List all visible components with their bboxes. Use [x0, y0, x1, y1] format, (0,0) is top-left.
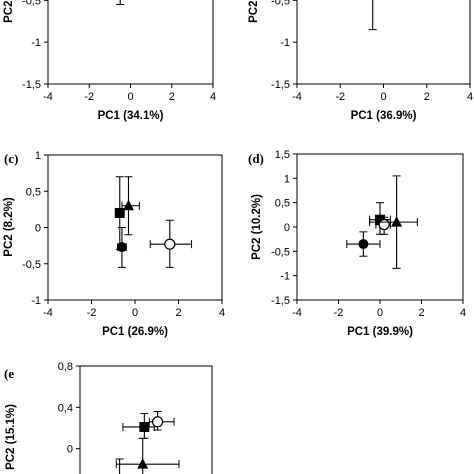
x-tick-label: 2 [175, 307, 181, 319]
x-tick-label: -4 [43, 307, 53, 319]
x-tick-label: -4 [292, 91, 302, 103]
plot-frame [47, 0, 214, 85]
y-axis-label: PC2 (8 [3, 0, 15, 23]
panel-label: (d) [248, 151, 264, 166]
y-tick-label: 0,5 [26, 186, 41, 198]
square-marker [139, 421, 150, 432]
square-marker [375, 214, 385, 225]
x-tick-label: 4 [467, 91, 473, 103]
x-tick-label: 2 [424, 91, 430, 103]
y-tick-label: -0,5 [22, 259, 41, 271]
data-point-circle [346, 231, 381, 257]
data-point-square [114, 176, 125, 250]
square-marker [114, 208, 125, 218]
triangle-marker [391, 216, 403, 227]
x-tick-label: -2 [334, 307, 344, 319]
panel-3: 1 0,5 0 -0,5 -1-4 -2 0 2 4 PC1 (26.9%) PC2 (8.2%) (… [3, 150, 225, 338]
y-tick-label: -1 [31, 295, 41, 307]
circle-marker [116, 242, 127, 253]
x-tick-label: -2 [87, 307, 97, 319]
open-circle-marker [378, 218, 390, 231]
x-tick-label: 0 [132, 307, 138, 319]
x-tick-label: 2 [169, 91, 175, 103]
x-tick-label: 4 [460, 307, 466, 319]
y-tick-label: 0 [35, 223, 41, 235]
x-tick-label: 0 [380, 91, 386, 103]
data-point-triangle [121, 176, 140, 236]
y-tick-label: -1 [280, 37, 290, 49]
data-point-triangle [368, 0, 377, 31]
x-tick-label: -2 [335, 91, 345, 103]
triangle-marker [137, 458, 149, 469]
plot-frame [296, 0, 471, 85]
y-tick-label: 0,5 [275, 198, 290, 210]
y-tick-label: -0,5 [271, 0, 290, 7]
data-point-open [149, 219, 193, 268]
x-tick-label: 4 [210, 91, 216, 103]
data-point-square [122, 413, 155, 439]
x-tick-label: -4 [292, 307, 302, 319]
panel-label: (c) [4, 151, 18, 166]
y-tick-label: -0,5 [271, 246, 290, 258]
x-axis-label: PC1 (39.9%) [347, 326, 413, 338]
y-axis-label: PC2 (8.2%) [3, 197, 15, 257]
x-tick-label: 2 [418, 307, 424, 319]
data-point-triangle [369, 175, 418, 269]
triangle-marker [122, 199, 134, 211]
panel-4: 1,5 1 0,5 0 -0,5 -1 -1,5-4 -2 0 2 4 PC1 (39.9%) PC2 … [248, 149, 466, 338]
data-point-triangle [115, 437, 180, 474]
y-tick-label: -1,5 [271, 295, 290, 307]
open-circle-marker [164, 238, 176, 250]
x-tick-label: 0 [127, 91, 133, 103]
panel-label: (e [4, 366, 14, 381]
data-point-circle [116, 227, 127, 268]
y-tick-label: -1 [31, 37, 41, 49]
y-tick-label: 0 [67, 444, 73, 456]
data-point-square [116, 0, 125, 5]
circle-marker [358, 239, 369, 250]
data-point-open [148, 410, 175, 431]
panel-5: 0,80,40-0.4PC2 (15.1%)(e [4, 361, 213, 474]
x-tick-label: -4 [43, 91, 53, 103]
y-tick-label: -1,5 [22, 79, 41, 91]
y-tick-label: 1 [35, 150, 41, 162]
y-tick-label: 1,5 [275, 149, 290, 161]
y-axis-label: PC2 (10.2%) [251, 194, 263, 260]
y-tick-label: -1 [280, 271, 290, 283]
y-axis-label: PC2 (15.1%) [5, 404, 17, 470]
x-tick-label: -2 [84, 91, 94, 103]
y-tick-label: 0,8 [58, 361, 73, 373]
data-point-square [369, 202, 391, 235]
y-tick-label: 0,4 [58, 402, 73, 414]
y-axis-label: PC2 (6 [248, 0, 260, 23]
data-point-circle [115, 458, 124, 474]
x-axis-label: PC1 (26.9%) [102, 326, 168, 338]
plot-frame [79, 365, 213, 474]
y-tick-label: -0,5 [22, 0, 41, 7]
open-circle-marker [151, 416, 164, 428]
y-tick-label: 1 [284, 173, 290, 185]
y-tick-label: 0 [284, 222, 290, 234]
y-tick-label: -1,5 [271, 79, 290, 91]
x-tick-label: 4 [219, 307, 225, 319]
x-axis-label: PC1 (34.1%) [98, 110, 164, 122]
plot-frame [47, 154, 223, 301]
x-axis-label: PC1 (36.9%) [351, 110, 417, 122]
x-tick-label: 0 [377, 307, 383, 319]
